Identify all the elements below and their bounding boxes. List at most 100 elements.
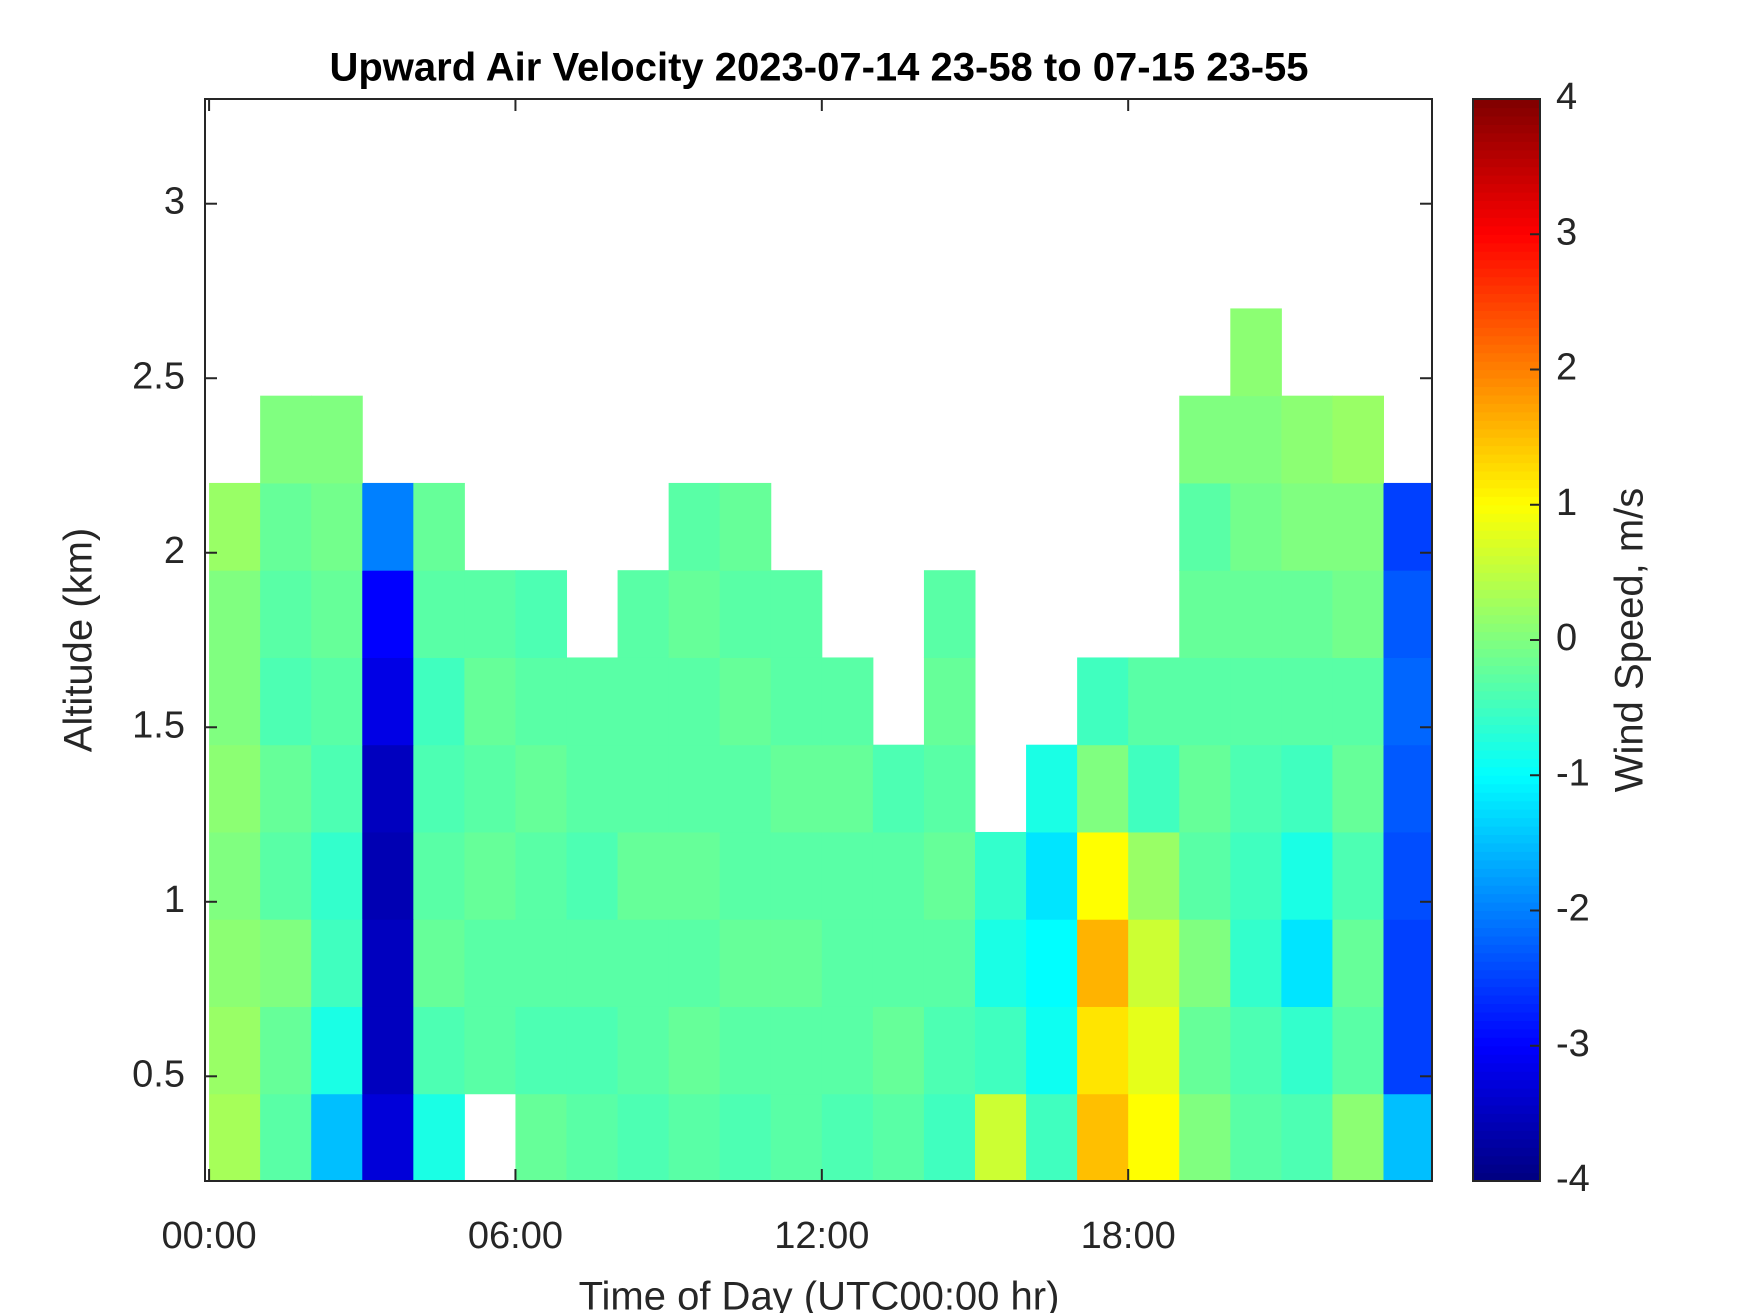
colorbar-swatch: [1473, 902, 1540, 912]
colorbar-swatch: [1473, 1096, 1540, 1106]
cell: [668, 1093, 721, 1181]
cell: [311, 1093, 363, 1181]
colorbar-swatch: [1473, 1130, 1540, 1140]
colorbar-tick-label: -3: [1556, 1023, 1590, 1065]
colorbar-swatch: [1473, 935, 1540, 945]
cell: [413, 831, 465, 920]
colorbar-swatch: [1473, 648, 1540, 658]
colorbar-tick-label: 3: [1556, 211, 1577, 253]
colorbar-swatch: [1473, 597, 1540, 607]
colorbar-swatch: [1473, 1147, 1540, 1157]
colorbar-swatch: [1473, 276, 1540, 286]
cell: [668, 919, 721, 1007]
cell: [311, 570, 363, 658]
cell: [515, 570, 568, 658]
colorbar-swatch: [1473, 1028, 1540, 1038]
colorbar-tick-label: 0: [1556, 617, 1577, 659]
colorbar-swatch: [1473, 1011, 1540, 1021]
colorbar-swatch: [1473, 318, 1540, 328]
cell: [464, 744, 516, 833]
x-axis-label: Time of Day (UTC00:00 hr): [579, 1275, 1060, 1313]
cell: [1179, 831, 1231, 920]
cell: [1332, 482, 1384, 571]
cell: [260, 570, 312, 658]
colorbar-swatch: [1473, 868, 1540, 878]
colorbar-swatch: [1473, 547, 1540, 557]
cell: [1230, 1093, 1282, 1181]
colorbar-swatch: [1473, 191, 1540, 202]
chart-title: Upward Air Velocity 2023-07-14 23-58 to …: [329, 46, 1308, 90]
colorbar-swatch: [1473, 141, 1540, 151]
cell: [566, 744, 619, 833]
cell: [1179, 919, 1231, 1007]
colorbar-swatch: [1473, 580, 1540, 590]
colorbar-swatch: [1473, 242, 1540, 252]
cell: [1281, 395, 1333, 484]
cell: [1026, 919, 1078, 1007]
y-tick-label: 2: [164, 530, 185, 572]
colorbar-swatch: [1473, 208, 1540, 218]
cell: [1179, 570, 1231, 658]
cell: [362, 1006, 414, 1095]
colorbar-swatch: [1473, 1062, 1540, 1072]
colorbar-swatch: [1473, 707, 1540, 717]
colorbar-swatch: [1473, 699, 1540, 709]
cell: [719, 657, 772, 746]
heatmap: [209, 308, 1432, 1181]
cell: [1179, 1093, 1231, 1181]
cell: [413, 657, 465, 746]
cell: [1281, 1006, 1333, 1095]
colorbar-swatch: [1473, 158, 1540, 168]
colorbar-swatch: [1473, 496, 1540, 506]
colorbar-swatch: [1473, 454, 1540, 464]
colorbar-swatch: [1473, 1045, 1540, 1055]
colorbar-swatch: [1473, 910, 1540, 920]
colorbar-swatch: [1473, 284, 1540, 295]
cell: [464, 831, 516, 920]
colorbar-swatch: [1473, 268, 1540, 278]
cell: [821, 744, 874, 833]
cell: [1230, 831, 1282, 920]
colorbar-swatch: [1473, 403, 1540, 413]
cell: [617, 1006, 670, 1095]
cell: [1230, 395, 1282, 484]
colorbar-swatch: [1473, 530, 1540, 540]
cell: [1077, 919, 1129, 1007]
y-tick-label: 3: [164, 181, 185, 223]
cell: [1332, 657, 1384, 746]
cell: [311, 482, 363, 571]
cell: [923, 744, 976, 833]
cell: [668, 482, 721, 571]
cell: [566, 831, 619, 920]
colorbar-swatch: [1473, 851, 1540, 861]
cell: [515, 919, 568, 1007]
cell: [1383, 831, 1432, 920]
cell: [617, 831, 670, 920]
cell: [1281, 570, 1333, 658]
plot-frame: [204, 98, 1433, 1182]
cell: [617, 657, 670, 746]
colorbar-swatch: [1473, 107, 1540, 117]
cell: [566, 1006, 619, 1095]
cell: [975, 1093, 1027, 1181]
cell: [362, 482, 414, 571]
cell: [1281, 1093, 1333, 1181]
cell: [770, 657, 823, 746]
cell: [209, 919, 261, 1007]
colorbar-swatch: [1473, 115, 1540, 125]
cell: [617, 1093, 670, 1181]
colorbar-swatch: [1473, 927, 1540, 937]
colorbar-swatch: [1473, 352, 1540, 362]
cell: [209, 831, 261, 920]
colorbar-swatch: [1473, 394, 1540, 404]
colorbar-swatch: [1473, 673, 1540, 683]
cell: [923, 570, 976, 658]
colorbar-swatch: [1473, 665, 1540, 675]
colorbar-swatch: [1473, 918, 1540, 929]
cell: [1332, 1093, 1384, 1181]
colorbar-swatch: [1473, 614, 1540, 624]
colorbar-swatch: [1473, 521, 1540, 531]
cell: [668, 657, 721, 746]
colorbar-swatch: [1473, 411, 1540, 421]
cell: [1179, 395, 1231, 484]
